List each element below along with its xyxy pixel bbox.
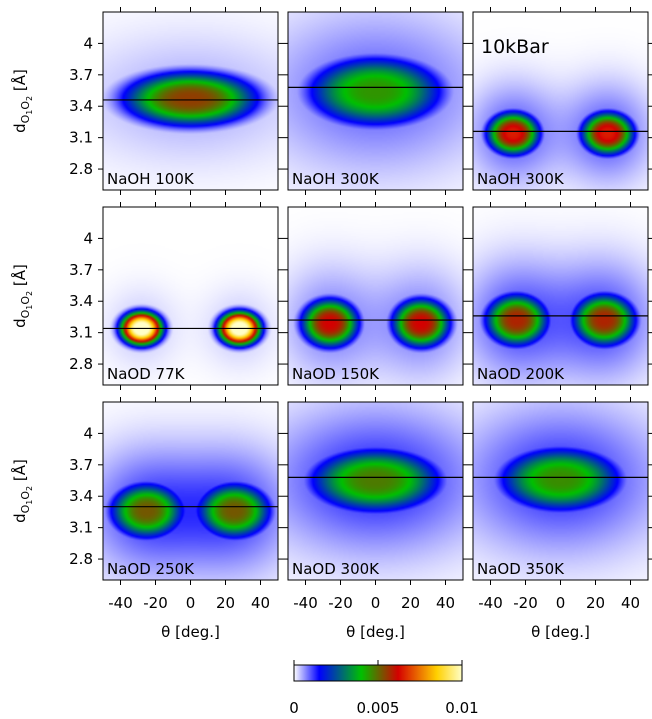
- panel: NaOD 200K: [468, 202, 652, 390]
- panel-label: NaOD 300K: [292, 560, 380, 578]
- heatmap-image: [288, 402, 463, 580]
- y-tick-label: 3.7: [69, 66, 93, 84]
- panel-label: NaOD 77K: [107, 365, 186, 383]
- x-tick-label: 0: [556, 594, 566, 612]
- panel-label: NaOH 300K: [292, 170, 380, 188]
- y-axis-label: dO1O2 [Å]: [10, 69, 34, 133]
- x-tick-label: 40: [251, 594, 270, 612]
- panel: NaOD 150K: [283, 202, 468, 390]
- x-tick-label: -40: [108, 594, 133, 612]
- x-axis-label: θ [deg.]: [531, 623, 590, 641]
- x-tick-label: -40: [293, 594, 318, 612]
- x-tick-label: 0: [371, 594, 381, 612]
- panel-label: NaOH 100K: [107, 170, 195, 188]
- y-tick-label: 3.4: [69, 487, 93, 505]
- panel: NaOD 77K 4 3.7 3.4 3.1 2.8 dO1O2 [Å]: [10, 202, 283, 390]
- panel-grid: NaOH 100K 4 3.7 3.4 3.1 2.8 dO1O2 [Å] NaOH 300K…: [10, 7, 652, 641]
- heatmap-image: [103, 12, 278, 190]
- colorbar-tick-label: 0: [289, 699, 299, 717]
- heatmap-image: [288, 207, 463, 385]
- panel-label: NaOD 250K: [107, 560, 195, 578]
- panel-label: NaOH 300K: [477, 170, 565, 188]
- colorbar-gradient: [293, 664, 463, 682]
- y-axis-label: dO1O2 [Å]: [10, 459, 34, 523]
- x-tick-label: -40: [478, 594, 503, 612]
- x-tick-label: 20: [586, 594, 605, 612]
- y-tick-label: 3.7: [69, 261, 93, 279]
- x-tick-label: -20: [328, 594, 353, 612]
- pressure-annotation: 10kBar: [481, 36, 549, 58]
- x-tick-label: 0: [186, 594, 196, 612]
- x-tick-label: 20: [401, 594, 420, 612]
- colorbar-tick-label: 0.01: [445, 699, 478, 717]
- x-tick-label: 40: [436, 594, 455, 612]
- heatmap-image: [288, 12, 463, 190]
- heatmap-image: [103, 402, 278, 580]
- panel: NaOD 300K -40 -20 0 20 40 θ [deg.]: [283, 397, 468, 641]
- panel-label: NaOD 150K: [292, 365, 380, 383]
- x-tick-label: -20: [143, 594, 168, 612]
- panel-label: NaOD 200K: [477, 365, 565, 383]
- panel: NaOD 350K -40 -20 0 20 40 θ [deg.]: [468, 397, 652, 641]
- y-tick-label: 2.8: [69, 160, 93, 178]
- y-tick-label: 2.8: [69, 550, 93, 568]
- heatmap-image: [473, 12, 648, 190]
- y-tick-label: 3.1: [69, 324, 93, 342]
- x-axis-label: θ [deg.]: [161, 623, 220, 641]
- y-tick-label: 4: [83, 424, 93, 442]
- y-tick-label: 3.4: [69, 97, 93, 115]
- y-tick-label: 3.1: [69, 519, 93, 537]
- y-tick-label: 4: [83, 229, 93, 247]
- panel: NaOH 100K 4 3.7 3.4 3.1 2.8 dO1O2 [Å]: [10, 7, 283, 195]
- x-tick-label: -20: [513, 594, 538, 612]
- heatmap-image: [473, 207, 648, 385]
- panel: NaOD 250K 4 3.7 3.4 3.1 2.8 dO1O2 [Å] -40 -20 0 20…: [10, 397, 283, 641]
- x-tick-label: 20: [216, 594, 235, 612]
- y-tick-label: 2.8: [69, 355, 93, 373]
- panel: NaOH 300K: [283, 7, 468, 195]
- y-tick-label: 4: [83, 34, 93, 52]
- x-axis-label: θ [deg.]: [346, 623, 405, 641]
- heatmap-image: [473, 402, 648, 580]
- y-tick-label: 3.4: [69, 292, 93, 310]
- colorbar: 0 0.005 0.01: [289, 660, 479, 717]
- x-tick-label: 40: [621, 594, 640, 612]
- panel-label: NaOD 350K: [477, 560, 565, 578]
- heatmap-image: [103, 207, 278, 385]
- panel: NaOH 300K: [468, 7, 652, 195]
- y-tick-label: 3.1: [69, 129, 93, 147]
- y-axis-label: dO1O2 [Å]: [10, 264, 34, 328]
- colorbar-tick-label: 0.005: [357, 699, 400, 717]
- y-tick-label: 3.7: [69, 456, 93, 474]
